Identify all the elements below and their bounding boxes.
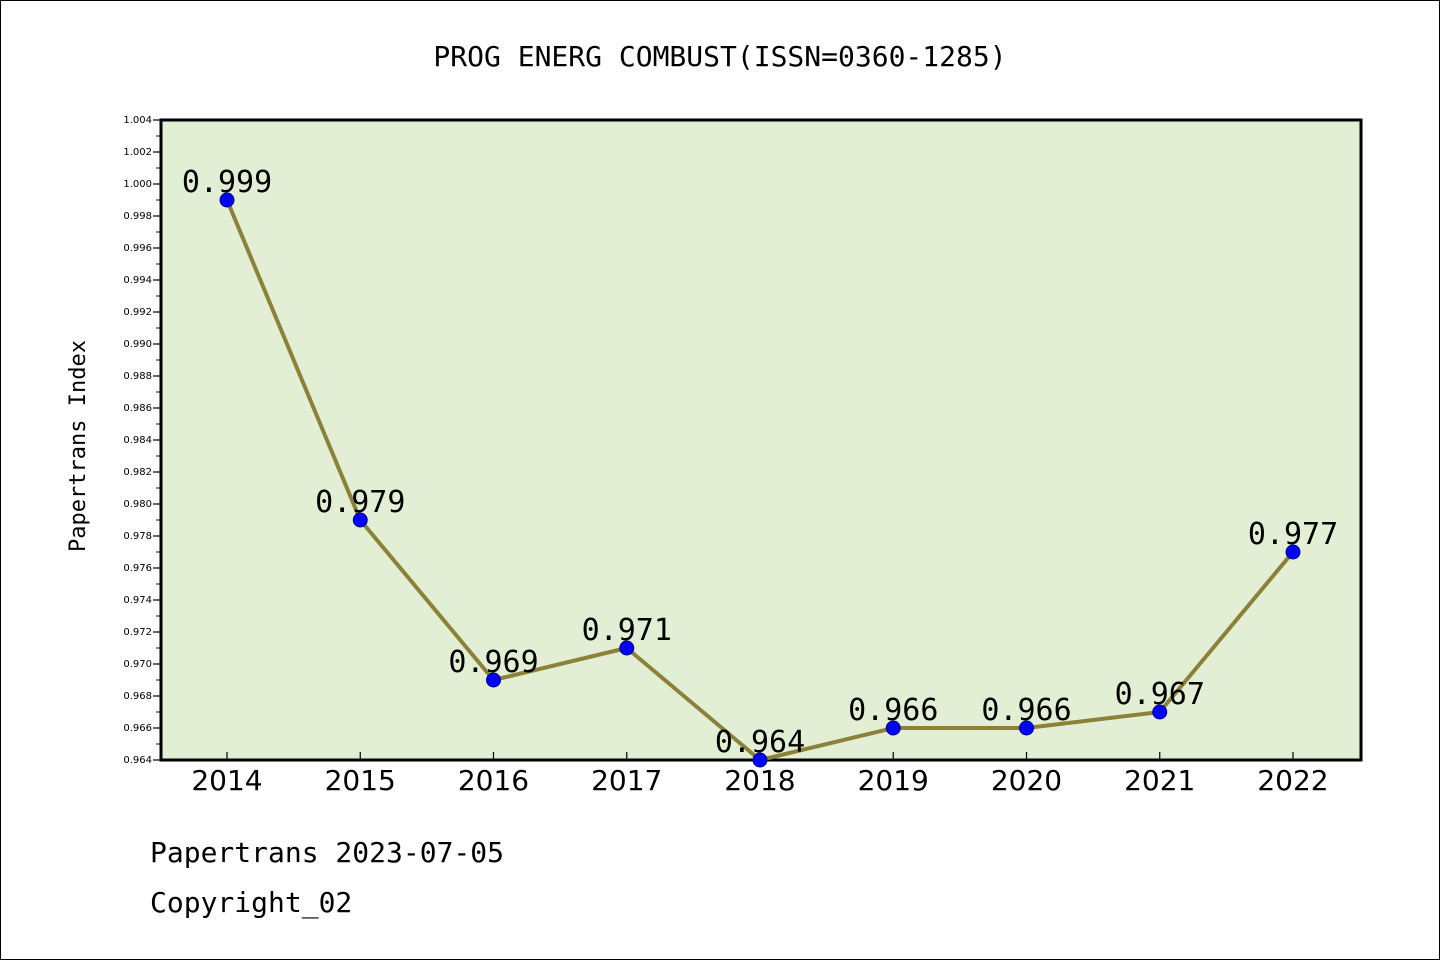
y-tick-label: 0.978 xyxy=(123,531,152,542)
y-tick-label: 0.996 xyxy=(123,243,152,254)
data-label: 0.979 xyxy=(315,485,405,520)
y-tick-label: 0.972 xyxy=(123,627,152,638)
data-label: 0.966 xyxy=(981,693,1071,728)
data-point xyxy=(885,720,901,736)
y-tick-label: 1.002 xyxy=(123,147,152,158)
data-label: 0.999 xyxy=(182,165,272,200)
y-tick-label: 0.992 xyxy=(123,307,152,318)
data-label: 0.964 xyxy=(715,725,805,760)
data-labels: 0.999 0.979 0.969 0.971 0.964 0.966 0.966 0.967… xyxy=(182,165,1338,760)
y-axis-ticks: 0.964 0.966 0.968 0.970 0.972 0.974 0.976 0.978… xyxy=(123,115,161,766)
data-label: 0.966 xyxy=(848,693,938,728)
x-tick-label: 2014 xyxy=(191,764,262,797)
x-tick-label: 2018 xyxy=(724,764,795,797)
y-tick-label: 0.974 xyxy=(123,595,152,606)
data-point xyxy=(1152,704,1168,720)
chart-title: PROG ENERG COMBUST(ISSN=0360-1285) xyxy=(433,40,1006,73)
data-label: 0.967 xyxy=(1115,677,1205,712)
footer-date: Papertrans 2023-07-05 xyxy=(150,836,505,869)
x-tick-label: 2019 xyxy=(858,764,929,797)
x-tick-label: 2015 xyxy=(325,764,396,797)
data-point xyxy=(1285,544,1301,560)
x-tick-label: 2016 xyxy=(458,764,529,797)
y-tick-label: 0.984 xyxy=(123,435,152,446)
data-point xyxy=(1019,720,1034,736)
y-tick-label: 1.004 xyxy=(123,115,152,126)
y-tick-label: 0.966 xyxy=(123,723,152,734)
y-tick-label: 0.994 xyxy=(123,275,152,286)
plot-area xyxy=(159,118,1363,762)
data-point xyxy=(219,192,235,208)
x-tick-label: 2022 xyxy=(1257,764,1328,797)
data-point xyxy=(486,672,501,688)
x-tick-label: 2021 xyxy=(1124,764,1195,797)
y-tick-label: 0.964 xyxy=(123,755,152,766)
y-tick-label: 0.976 xyxy=(123,563,152,574)
x-axis-ticks: 2014 2015 2016 2017 2018 2019 2020 2021 2022 xyxy=(191,752,1329,797)
x-tick-label: 2017 xyxy=(591,764,662,797)
data-points xyxy=(219,192,1301,768)
y-tick-label: 0.990 xyxy=(123,339,152,350)
y-tick-label: 0.988 xyxy=(123,371,152,382)
y-tick-label: 0.986 xyxy=(123,403,152,414)
y-tick-label: 0.968 xyxy=(123,691,152,702)
data-label: 0.977 xyxy=(1248,517,1338,552)
footer-copyright: Copyright_02 xyxy=(150,886,353,919)
data-point xyxy=(752,752,768,768)
y-axis-label: Papertrans Index xyxy=(66,340,91,552)
data-point xyxy=(352,512,368,528)
data-point xyxy=(619,640,635,656)
y-tick-label: 0.982 xyxy=(123,467,152,478)
x-tick-label: 2020 xyxy=(991,764,1062,797)
data-label: 0.969 xyxy=(448,645,538,680)
y-tick-label: 0.998 xyxy=(123,211,152,222)
data-label: 0.971 xyxy=(582,613,672,648)
y-tick-label: 1.000 xyxy=(123,179,152,190)
y-tick-label: 0.980 xyxy=(123,499,152,510)
y-tick-label: 0.970 xyxy=(123,659,152,670)
